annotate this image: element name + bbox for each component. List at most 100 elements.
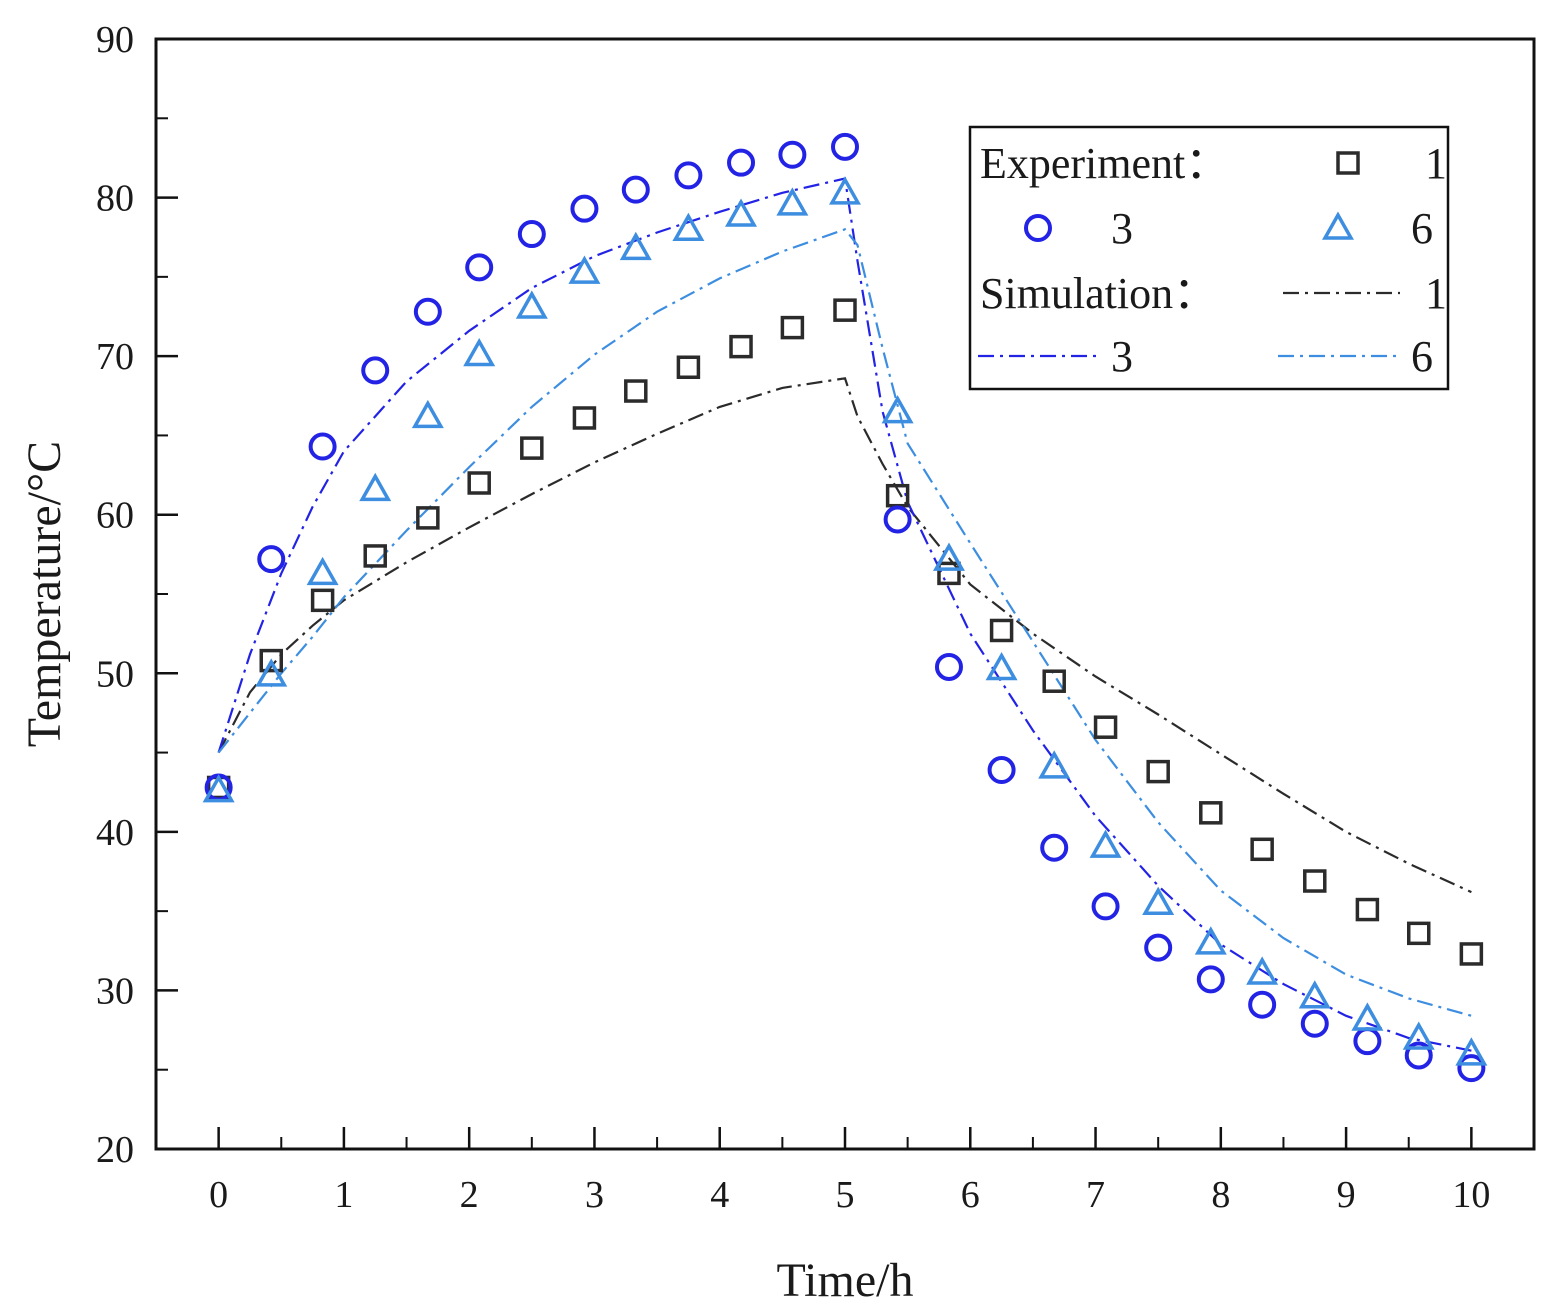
y-tick-label-50: 50 bbox=[96, 653, 134, 695]
experiment-3-point bbox=[308, 432, 337, 461]
experiment-1-point bbox=[1406, 921, 1431, 946]
simulation-line-1 bbox=[217, 377, 1472, 894]
experiment-3-point bbox=[831, 132, 859, 161]
experiment-6-point bbox=[306, 556, 339, 586]
experiment-3-point bbox=[1300, 1009, 1329, 1038]
x-tick-label-10: 10 bbox=[1452, 1174, 1490, 1216]
experiment-6-point bbox=[619, 231, 652, 261]
experiment-1-point bbox=[520, 436, 544, 460]
plot-area bbox=[202, 132, 1488, 1083]
experiment-3-point bbox=[1040, 833, 1069, 862]
experiment-3-point bbox=[570, 194, 599, 223]
experiment-3-point bbox=[465, 253, 494, 282]
experiment-3-point bbox=[987, 756, 1016, 785]
y-tick-label-20: 20 bbox=[96, 1129, 134, 1171]
experiment-6-point bbox=[985, 651, 1018, 681]
experiment-6-point bbox=[776, 187, 809, 216]
y-tick-label-80: 80 bbox=[96, 178, 134, 220]
experiment-1-point bbox=[729, 334, 753, 359]
experiment-6-point bbox=[672, 212, 705, 242]
experiment-6-point bbox=[1246, 956, 1279, 985]
experiment-3-point bbox=[1196, 965, 1225, 994]
experiment-1-point bbox=[833, 298, 857, 322]
experiment-3-point bbox=[883, 505, 912, 534]
experiment-1-point bbox=[1146, 759, 1170, 784]
experiment-6-point bbox=[515, 290, 548, 319]
experiment-6-point bbox=[725, 198, 758, 227]
experiment-6-point bbox=[568, 255, 601, 284]
experiment-6-point bbox=[829, 176, 861, 205]
experiment-1-point bbox=[1199, 801, 1223, 825]
experiment-3-point bbox=[621, 175, 650, 204]
experiment-1-point bbox=[1355, 897, 1380, 922]
experiment-3-point bbox=[674, 161, 703, 190]
experiment-3-point bbox=[361, 356, 390, 385]
experiment-6-point bbox=[932, 542, 965, 571]
experiment-1-point bbox=[676, 355, 701, 379]
x-tick-label-1: 1 bbox=[334, 1174, 353, 1216]
experiment-1-point bbox=[624, 379, 648, 403]
experiment-1-point bbox=[1093, 715, 1118, 739]
experiment-3-point bbox=[1144, 933, 1173, 962]
x-tick-label-9: 9 bbox=[1337, 1174, 1356, 1216]
y-axis-title: Temperature/°C bbox=[18, 441, 71, 747]
simulation-line-6 bbox=[217, 228, 1472, 1017]
experiment-6-point bbox=[463, 338, 496, 367]
experiment-3-point bbox=[1091, 892, 1120, 921]
experiment-3-point bbox=[1404, 1041, 1433, 1070]
experiment-1-point bbox=[989, 618, 1014, 643]
legend-experiment-6-label: 6 bbox=[1411, 204, 1433, 253]
y-tick-label-60: 60 bbox=[96, 495, 134, 537]
legend-box bbox=[968, 125, 1450, 391]
experiment-1-point bbox=[780, 315, 805, 340]
experiment-3-point bbox=[257, 545, 286, 574]
experiment-6-point bbox=[1142, 886, 1175, 915]
x-tick-label-6: 6 bbox=[961, 1174, 980, 1216]
experiment-6-point bbox=[1455, 1037, 1488, 1066]
experiment-1-point bbox=[1303, 869, 1327, 893]
experiment-6-point bbox=[1351, 1002, 1384, 1031]
experiment-3-point bbox=[1457, 1054, 1486, 1083]
experiment-1-point bbox=[937, 561, 961, 586]
x-tick-label-4: 4 bbox=[710, 1174, 729, 1216]
experiment-6-point bbox=[359, 472, 392, 502]
experiment-6-point bbox=[881, 395, 914, 424]
legend-experiment-1-label: 1 bbox=[1425, 139, 1447, 188]
experiment-1-point bbox=[1250, 837, 1274, 862]
legend-simulation-6-label: 6 bbox=[1411, 332, 1433, 381]
experiment-1-point bbox=[572, 406, 597, 430]
experiment-3-point bbox=[778, 140, 807, 169]
experiment-6-point bbox=[1038, 750, 1071, 779]
experiment-1-point bbox=[259, 648, 284, 673]
experiment-6-point bbox=[1089, 829, 1122, 858]
y-tick-label-30: 30 bbox=[96, 970, 134, 1012]
legend-simulation-1-label: 1 bbox=[1425, 269, 1447, 318]
experiment-3-point bbox=[934, 652, 963, 681]
experiment-1-point bbox=[467, 471, 491, 495]
legend-experiment-3-label: 3 bbox=[1111, 204, 1133, 253]
experiment-3-point bbox=[727, 148, 756, 177]
legend-simulation-3-label: 3 bbox=[1111, 332, 1133, 381]
experiment-3-point bbox=[517, 220, 546, 249]
experiment-1-point bbox=[1459, 942, 1484, 966]
experiment-3-point bbox=[1248, 990, 1277, 1019]
experiment-1-point bbox=[416, 506, 440, 530]
x-tick-label-2: 2 bbox=[460, 1174, 479, 1216]
x-tick-label-3: 3 bbox=[585, 1174, 604, 1216]
legend-experiment-1-marker bbox=[1336, 151, 1360, 175]
legend-experiment-header: Experiment： bbox=[980, 139, 1229, 188]
experiment-6-point bbox=[202, 774, 235, 803]
experiment-6-point bbox=[1194, 926, 1227, 955]
experiment-6-point bbox=[255, 658, 288, 687]
y-tick-label-40: 40 bbox=[96, 812, 134, 854]
experiment-6-point bbox=[1298, 980, 1331, 1009]
legend-experiment-3-marker bbox=[1024, 214, 1052, 242]
legend-experiment-6-marker bbox=[1322, 211, 1354, 240]
experiment-3-point bbox=[413, 297, 442, 326]
x-tick-label-8: 8 bbox=[1211, 1174, 1230, 1216]
experiment-6-point bbox=[1402, 1021, 1435, 1050]
experiment-1-point bbox=[310, 588, 335, 613]
x-axis-title: Time/h bbox=[777, 1254, 914, 1307]
experiment-1-point bbox=[1042, 669, 1066, 693]
